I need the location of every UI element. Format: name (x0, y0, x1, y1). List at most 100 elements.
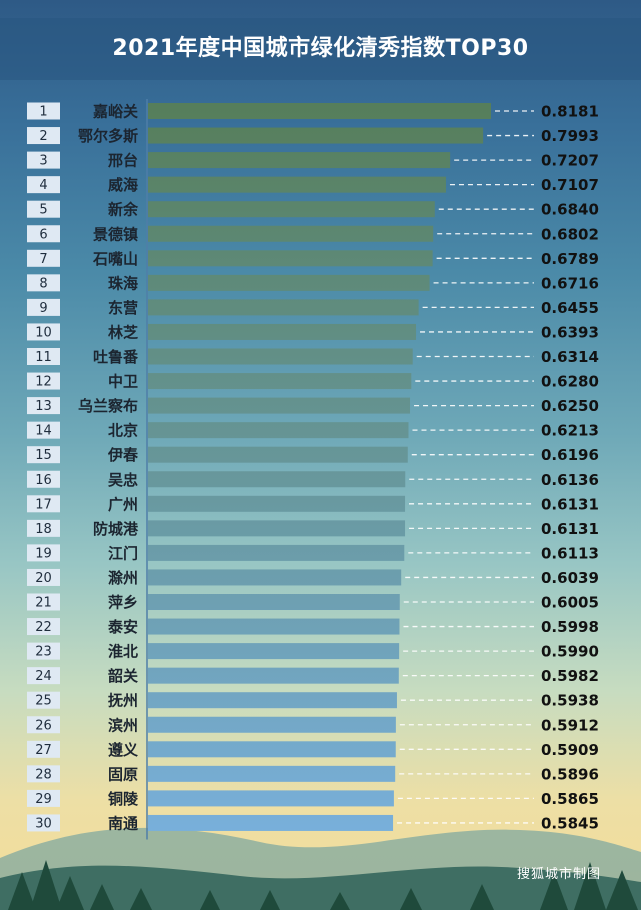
category-label: 北京 (108, 422, 138, 440)
bar (148, 471, 406, 488)
category-label: 固原 (108, 765, 138, 783)
rank-box (27, 102, 60, 120)
value-label: 0.6196 (541, 446, 599, 464)
bar-row: 11 吐鲁番 0.6314 (27, 348, 599, 366)
value-label: 0.6213 (541, 422, 599, 440)
rank-label: 12 (35, 375, 52, 390)
value-label: 0.5865 (541, 790, 599, 808)
rank-label: 4 (39, 178, 47, 193)
rank-box (27, 691, 60, 709)
rank-box (27, 372, 60, 390)
category-label: 遵义 (108, 741, 138, 759)
rank-box (27, 249, 60, 267)
category-label: 防城港 (93, 520, 139, 538)
value-label: 0.6136 (541, 471, 599, 489)
bar-row: 3 邢台 0.7207 (27, 151, 599, 170)
rank-label: 11 (35, 350, 52, 365)
value-label: 0.6393 (541, 323, 599, 341)
rank-label: 18 (35, 522, 52, 537)
bar (148, 299, 419, 316)
rank-label: 8 (39, 276, 47, 291)
rank-box (27, 593, 60, 611)
rank-label: 1 (39, 105, 47, 120)
bar (148, 323, 417, 340)
value-label: 0.5912 (541, 716, 599, 734)
rank-box (27, 176, 60, 194)
value-label: 0.6250 (541, 397, 599, 415)
rank-box (27, 740, 60, 758)
bar-row: 20 滁州 0.6039 (27, 568, 599, 587)
bar-row: 7 石嘴山 0.6789 (27, 250, 599, 268)
rank-label: 28 (35, 767, 52, 782)
rank-label: 14 (35, 424, 52, 439)
bar (148, 446, 408, 463)
bar-row: 17 广州 0.6131 (27, 495, 599, 513)
category-label: 吴忠 (108, 471, 138, 489)
bar (148, 397, 411, 414)
rank-box (27, 642, 60, 660)
bar-row: 23 淮北 0.5990 (27, 642, 599, 661)
bar-row: 2 鄂尔多斯 0.7993 (27, 127, 599, 145)
rank-label: 26 (35, 718, 52, 733)
category-label: 东营 (108, 299, 138, 317)
value-label: 0.8181 (541, 103, 599, 121)
value-label: 0.7107 (541, 176, 599, 194)
category-label: 泰安 (107, 618, 138, 636)
value-label: 0.6039 (541, 569, 599, 587)
rank-label: 17 (35, 497, 52, 512)
value-label: 0.5998 (541, 618, 599, 636)
rank-label: 21 (35, 596, 52, 611)
rank-box (27, 348, 60, 365)
rank-label: 27 (35, 743, 52, 758)
bar-row: 16 吴忠 0.6136 (27, 470, 599, 489)
category-label: 南通 (108, 814, 138, 832)
bar (148, 741, 396, 758)
source-credit: 搜狐城市制图 (516, 867, 601, 882)
rank-label: 2 (39, 129, 47, 144)
category-label: 威海 (108, 176, 138, 194)
rank-box (27, 397, 60, 415)
bar-row: 21 萍乡 0.6005 (27, 593, 599, 612)
bar (148, 348, 413, 365)
bar (148, 201, 435, 218)
bar-row: 12 中卫 0.6280 (27, 372, 599, 391)
value-label: 0.6789 (541, 250, 599, 268)
rank-label: 9 (39, 301, 47, 316)
category-label: 鄂尔多斯 (78, 127, 138, 145)
rank-label: 23 (35, 645, 52, 660)
bar-row: 24 韶关 0.5982 (27, 667, 599, 685)
bar-row: 14 北京 0.6213 (27, 421, 599, 440)
rank-box (27, 421, 60, 439)
rank-box (27, 495, 60, 513)
category-label: 滨州 (108, 716, 138, 734)
category-label: 江门 (108, 544, 138, 562)
rank-box (27, 765, 60, 783)
bar (148, 225, 434, 242)
value-label: 0.5909 (541, 741, 599, 759)
category-label: 铜陵 (108, 790, 139, 808)
value-label: 0.6802 (541, 225, 599, 243)
category-label: 广州 (108, 495, 138, 513)
rank-box (27, 446, 60, 464)
rank-label: 6 (39, 227, 47, 242)
chart-title: 2021年度中国城市绿化清秀指数TOP30 (112, 36, 529, 61)
category-label: 邢台 (107, 152, 138, 170)
bar-row: 19 江门 0.6113 (27, 544, 599, 562)
value-label: 0.6716 (541, 274, 599, 292)
rank-box (27, 127, 60, 145)
bar-row: 18 防城港 0.6131 (27, 519, 599, 538)
rank-label: 24 (35, 669, 52, 684)
value-label: 0.6314 (541, 348, 599, 366)
category-label: 石嘴山 (92, 250, 138, 268)
bar (148, 765, 396, 782)
rank-box (27, 716, 60, 734)
rank-box (27, 519, 60, 537)
category-label: 景德镇 (93, 225, 138, 243)
category-label: 珠海 (108, 274, 138, 292)
bar (148, 618, 400, 635)
value-label: 0.6455 (541, 299, 599, 317)
bar (148, 692, 397, 709)
bar (148, 495, 406, 512)
category-label: 嘉峪关 (92, 103, 138, 121)
